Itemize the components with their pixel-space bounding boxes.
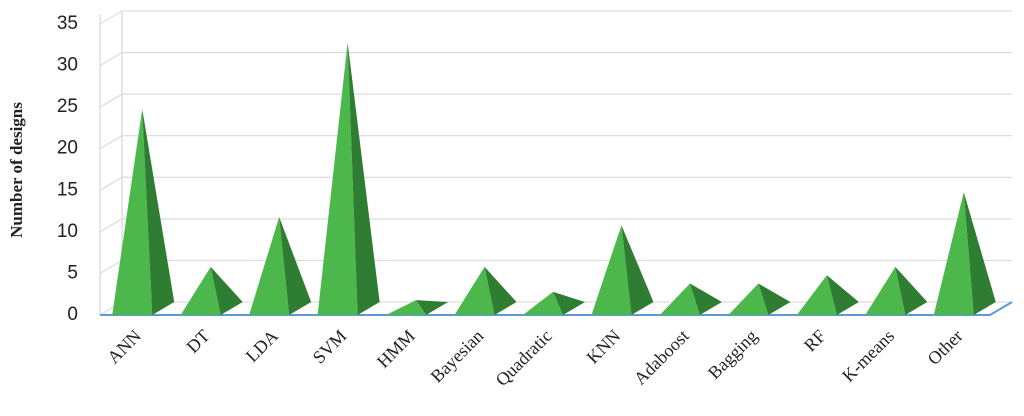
pyramid-side (484, 266, 517, 315)
pyramid-front (386, 300, 427, 315)
x-tick-label: ANN (103, 326, 145, 368)
pyramid-front (112, 108, 153, 315)
x-tick-label: Other (923, 326, 966, 369)
y-tick-label: 10 (57, 221, 78, 242)
pyramid-front (591, 225, 632, 315)
grid-line (99, 10, 123, 25)
pyramid (454, 266, 517, 315)
pyramid-front (933, 192, 974, 315)
x-tick-label: SVM (309, 326, 351, 368)
pyramid-side (963, 192, 996, 315)
y-tick-label: 5 (67, 262, 78, 283)
pyramid-side (826, 275, 859, 315)
pyramid (659, 283, 722, 315)
y-tick-label: 0 (67, 304, 78, 325)
pyramid (865, 266, 928, 315)
pyramid-side (621, 225, 654, 315)
y-axis-title: Number of designs (7, 102, 26, 238)
pyramid-front (180, 266, 221, 315)
pyramid-front (523, 291, 563, 315)
pyramid (591, 225, 654, 315)
x-tick-label: LDA (242, 326, 282, 366)
x-tick-label: K-means (838, 326, 898, 386)
pyramid-front (865, 266, 906, 315)
y-tick-label: 25 (57, 96, 78, 117)
x-tick-label: Bagging (704, 326, 761, 383)
grid-line (99, 176, 123, 191)
pyramid (317, 42, 380, 315)
pyramid-front (659, 283, 700, 315)
grid-line (99, 259, 123, 274)
pyramid-side (758, 283, 791, 315)
pyramid-side (347, 42, 380, 315)
pyramid-side (689, 283, 722, 315)
y-tick-label: 35 (57, 13, 78, 34)
pyramid-side (553, 291, 585, 315)
x-tick-label: Adaboost (630, 326, 693, 389)
pyramid (933, 192, 996, 315)
pyramid-side (142, 108, 175, 315)
pyramid-side (210, 266, 243, 315)
x-tick-label: Bayesian (427, 326, 488, 387)
pyramid (249, 217, 312, 315)
x-tick-label: HMM (373, 326, 419, 372)
grid-line (99, 218, 123, 233)
pyramid-side (416, 300, 449, 315)
pyramid (796, 275, 859, 315)
x-tick-label: DT (182, 326, 213, 357)
pyramid (386, 300, 449, 315)
pyramid-front (249, 217, 290, 315)
pyramid-front (317, 42, 358, 315)
x-tick-label: Quadratic (492, 326, 556, 390)
pyramid-side (895, 266, 928, 315)
pyramid (180, 266, 243, 315)
pyramid-front (454, 266, 495, 315)
y-tick-label: 30 (57, 55, 78, 76)
grid-line (99, 93, 123, 108)
pyramid (728, 283, 791, 315)
y-tick-label: 20 (57, 138, 78, 159)
x-tick-label: RF (800, 326, 830, 356)
grid-line (99, 135, 123, 150)
grid-line (99, 52, 123, 67)
pyramid (523, 291, 585, 315)
pyramid-front (728, 283, 769, 315)
pyramid-side (279, 217, 312, 315)
pyramid-front (796, 275, 837, 315)
x-tick-label: KNN (583, 326, 625, 368)
pyramid (112, 108, 175, 315)
y-tick-label: 15 (57, 179, 78, 200)
